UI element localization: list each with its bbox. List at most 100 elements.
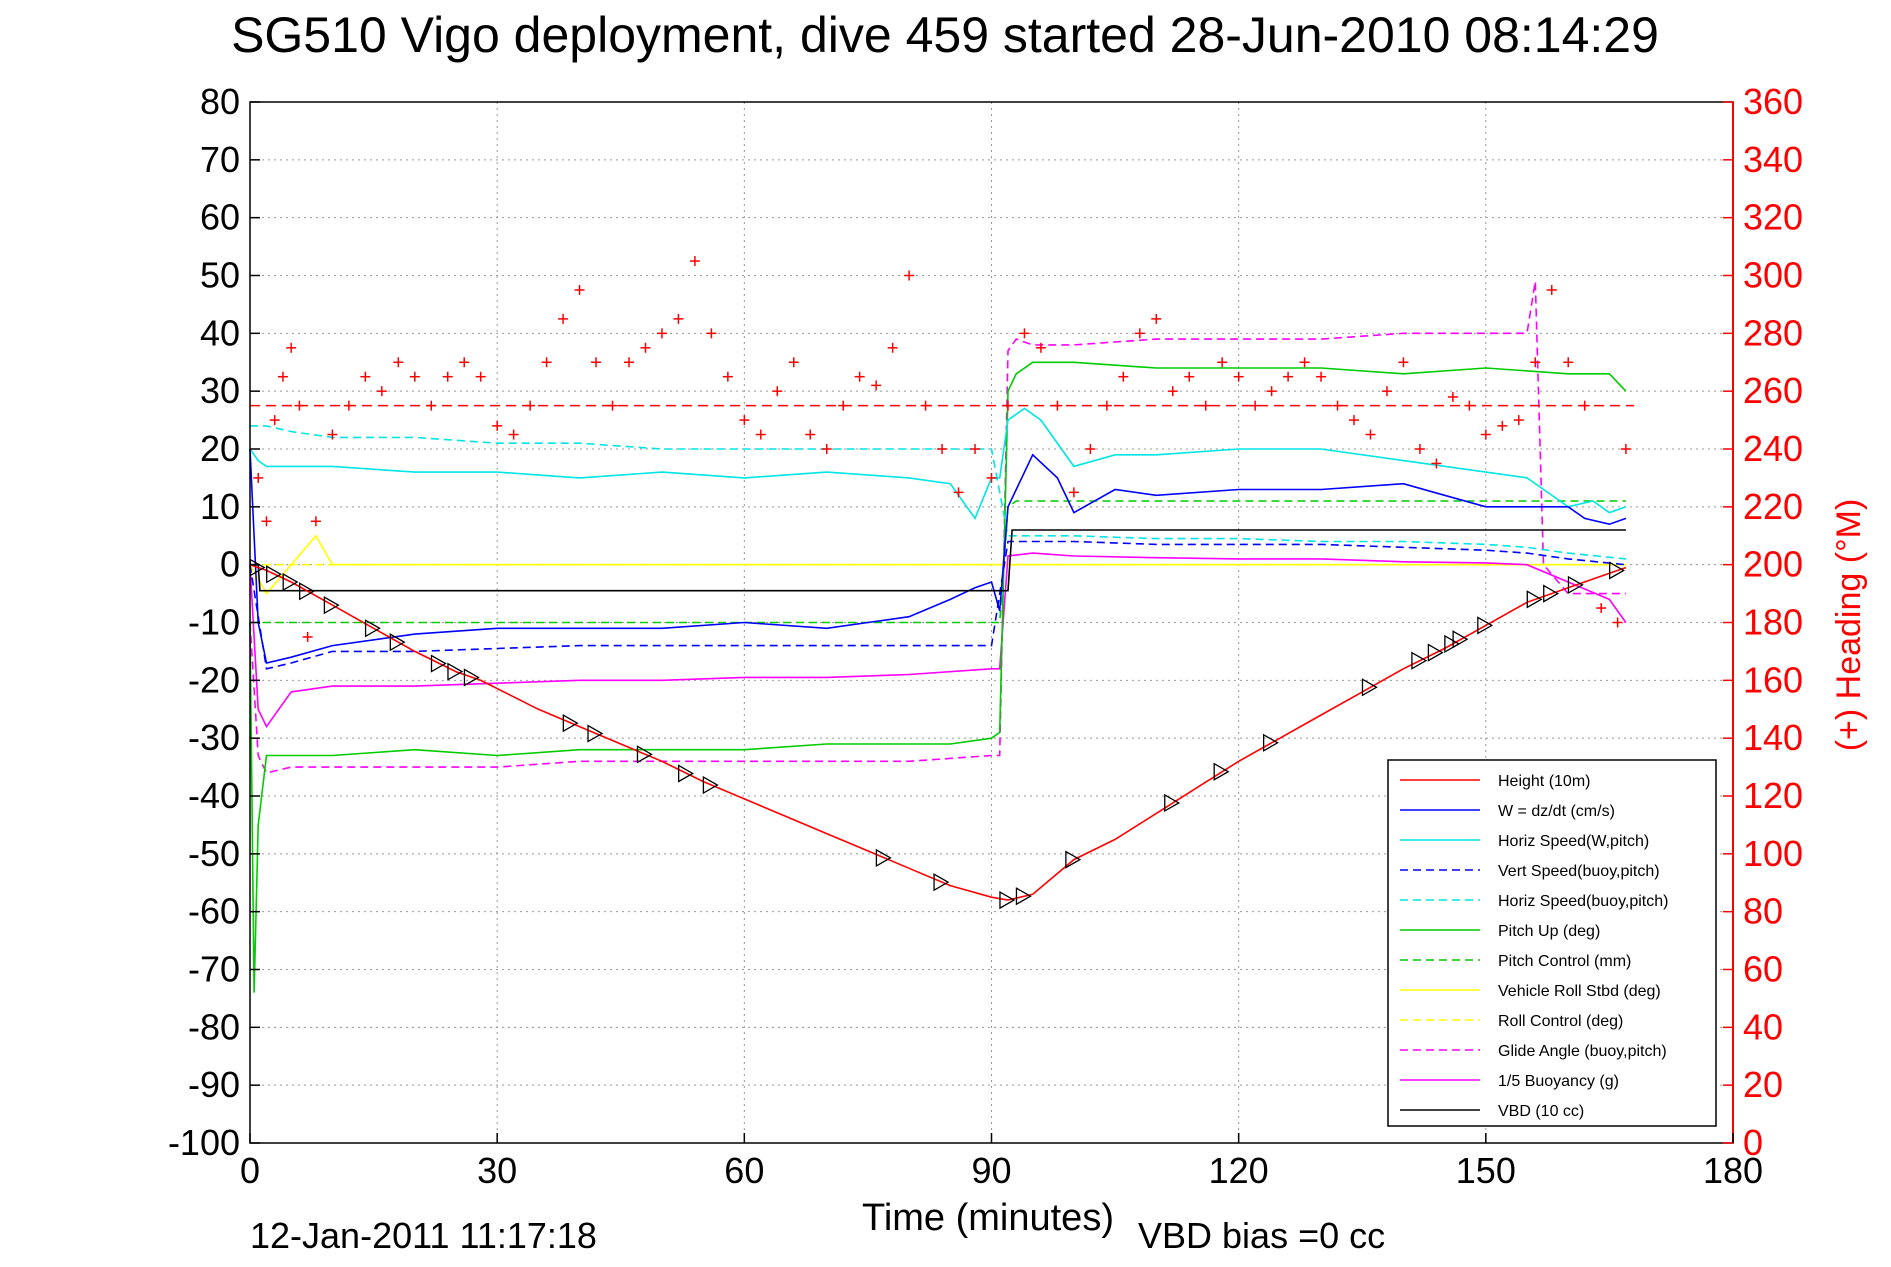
y-tick-right-label: 280 (1743, 312, 1803, 353)
triangle-marker (1609, 561, 1625, 580)
legend-entry: Pitch Up (deg) (1400, 923, 1600, 940)
legend-label: Pitch Control (mm) (1498, 953, 1631, 970)
y-tick-right-label: 160 (1743, 659, 1803, 700)
y-tick-right-label: 140 (1743, 717, 1803, 758)
heading-point (656, 328, 667, 339)
heading-point (261, 516, 272, 527)
legend-entry: 1/5 Buoyancy (g) (1400, 1073, 1619, 1090)
heading-point (1217, 357, 1228, 368)
y-tick-right-label: 360 (1743, 81, 1803, 122)
heading-point (253, 472, 264, 483)
y-tick-left-label: -50 (188, 833, 240, 874)
legend-entry: Roll Control (deg) (1400, 1013, 1623, 1030)
y-tick-left-label: -40 (188, 775, 240, 816)
heading-point (1299, 357, 1310, 368)
heading-point (327, 429, 338, 440)
heading-point (492, 420, 503, 431)
heading-point (1530, 357, 1541, 368)
series-line-1 (249, 448, 1627, 664)
heading-point (409, 371, 420, 382)
y-tick-right-label: 80 (1743, 891, 1783, 932)
legend-label: Roll Control (deg) (1498, 1013, 1623, 1030)
triangle-marker (266, 565, 283, 584)
heading-point (1283, 371, 1294, 382)
legend-label: W = dz/dt (cm/s) (1498, 803, 1615, 820)
heading-point (286, 342, 297, 353)
series-line-3 (249, 540, 1626, 670)
heading-point (1266, 386, 1277, 397)
y-tick-left-label: 60 (200, 197, 240, 238)
heading-point (1612, 617, 1623, 628)
x-tick-label: 120 (1209, 1150, 1269, 1191)
y-tick-right-label: 220 (1743, 486, 1803, 527)
triangle-marker (875, 848, 892, 868)
heading-point (508, 429, 519, 440)
heading-point (1596, 603, 1607, 614)
triangle-marker (702, 775, 719, 795)
heading-point (1381, 386, 1392, 397)
heading-point (1068, 487, 1079, 498)
series-line-2 (249, 407, 1627, 521)
heading-point (1480, 429, 1491, 440)
y-tick-left-label: -70 (188, 949, 240, 990)
triangle-marker (1015, 887, 1032, 906)
heading-point (302, 631, 313, 642)
y-tick-left-label: -100 (168, 1122, 240, 1163)
heading-point (459, 357, 470, 368)
triangle-marker (587, 724, 604, 743)
heading-point (426, 400, 437, 411)
series-line-0 (249, 563, 1627, 901)
x-tick-label: 90 (971, 1150, 1011, 1191)
heading-point (393, 357, 404, 368)
y-tick-right-label: 120 (1743, 775, 1803, 816)
series-line-6 (250, 500, 1626, 624)
heading-point (821, 444, 832, 454)
y-tick-left-label: -90 (188, 1064, 240, 1105)
footer-timestamp: 12-Jan-2011 11:17:18 (250, 1215, 597, 1256)
heading-point (970, 444, 981, 454)
heading-point (310, 516, 321, 527)
y-tick-left-label: 20 (200, 428, 240, 469)
heading-point (360, 371, 371, 382)
legend-entry: VBD (10 cc) (1400, 1103, 1584, 1120)
y-tick-right-label: 40 (1743, 1006, 1783, 1047)
heading-point (722, 371, 733, 382)
y-tick-left-label: -30 (188, 717, 240, 758)
heading-point (986, 472, 997, 483)
triangle-marker (1411, 651, 1428, 670)
heading-point (1167, 386, 1178, 397)
heading-point (623, 357, 634, 368)
y-tick-left-label: 10 (200, 486, 240, 527)
heading-point (574, 284, 585, 295)
series-line-10 (249, 552, 1627, 729)
heading-point (1134, 328, 1145, 339)
y-tick-left-label: 50 (200, 255, 240, 296)
y-ticks-left: 80 70 60 50 40 30 20 10 0 -10 -20 -30 -40 -50 -60 -70 -8… (168, 81, 260, 1163)
heading-point (1151, 313, 1162, 324)
triangle-marker (562, 714, 579, 733)
heading-point (376, 386, 387, 397)
y-tick-right-label: 0 (1743, 1122, 1763, 1163)
y-ticks-right: 3603403203002802602402202001801601401201… (1723, 81, 1803, 1163)
heading-point (1184, 371, 1195, 382)
heading-point (1052, 400, 1063, 411)
heading-point (1035, 342, 1046, 353)
heading-point (607, 400, 618, 411)
legend-entry: Horiz Speed(buoy,pitch) (1400, 893, 1668, 910)
heading-point (854, 371, 865, 382)
heading-point (1579, 400, 1590, 411)
legend-label: Vert Speed(buoy,pitch) (1498, 863, 1660, 880)
heading-layer (250, 256, 1635, 642)
series-line-9 (249, 281, 1626, 774)
legend-entry: W = dz/dt (cm/s) (1400, 803, 1615, 820)
heading-point (343, 400, 354, 411)
heading-point (689, 256, 700, 267)
legend-label: Pitch Up (deg) (1498, 923, 1600, 940)
heading-point (1250, 400, 1261, 411)
triangle-marker (1262, 733, 1279, 752)
triangle-marker (678, 764, 694, 783)
x-tick-label: 60 (724, 1150, 764, 1191)
triangle-marker (1164, 793, 1181, 813)
heading-point (1620, 444, 1631, 454)
heading-point (1085, 444, 1096, 454)
